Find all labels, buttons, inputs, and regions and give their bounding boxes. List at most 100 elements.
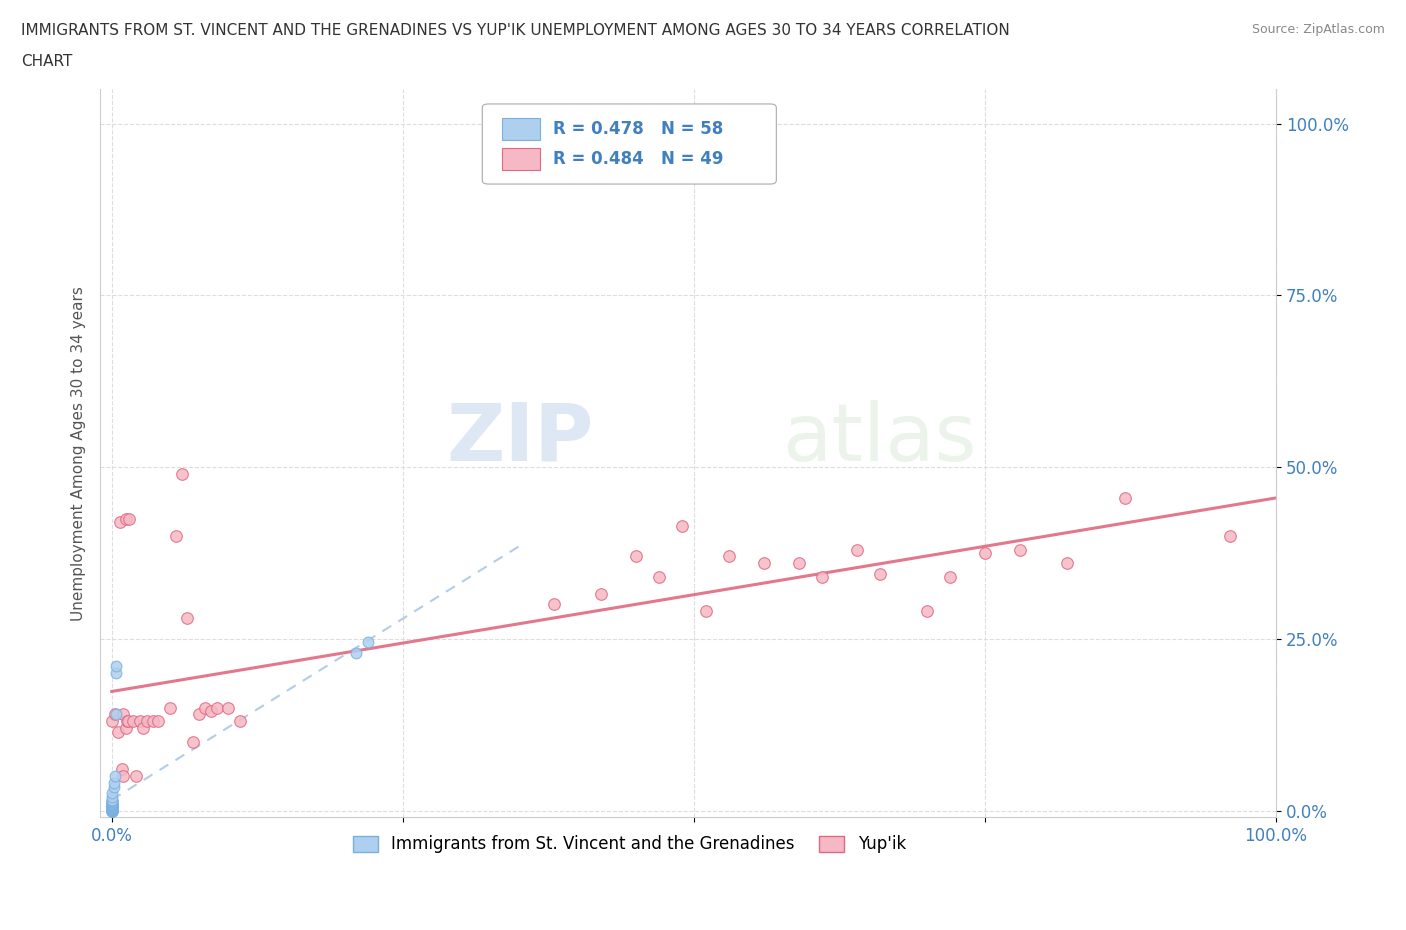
Point <box>100 792 122 807</box>
Point <box>132 721 155 736</box>
Point <box>811 569 834 584</box>
Point <box>115 714 138 729</box>
Point <box>112 769 135 784</box>
Point <box>118 512 141 526</box>
Point <box>100 801 122 816</box>
Point <box>589 587 612 602</box>
Point <box>104 707 127 722</box>
Y-axis label: Unemployment Among Ages 30 to 34 years: Unemployment Among Ages 30 to 34 years <box>72 286 86 621</box>
Point <box>100 790 122 804</box>
Point <box>108 514 131 529</box>
Point <box>100 792 122 807</box>
Point <box>100 804 122 818</box>
Point <box>100 786 122 801</box>
Point <box>100 795 122 810</box>
Point <box>695 604 717 618</box>
Point <box>974 546 997 561</box>
Point <box>229 714 252 729</box>
Point <box>100 804 122 818</box>
Point <box>357 635 380 650</box>
Point <box>104 769 127 784</box>
Point <box>100 804 122 818</box>
Point <box>100 795 122 810</box>
Point <box>787 556 810 571</box>
Point <box>1114 491 1136 506</box>
Point <box>112 707 135 722</box>
Point <box>752 556 775 571</box>
Point <box>100 802 122 817</box>
Point <box>103 776 125 790</box>
Point <box>100 796 122 811</box>
Text: Source: ZipAtlas.com: Source: ZipAtlas.com <box>1251 23 1385 36</box>
Point <box>100 804 122 818</box>
Point <box>125 769 148 784</box>
Point <box>100 804 122 818</box>
Point <box>100 714 122 729</box>
Point <box>100 801 122 816</box>
Point <box>100 796 122 811</box>
Text: R = 0.484   N = 49: R = 0.484 N = 49 <box>553 151 723 168</box>
Point <box>128 714 150 729</box>
Point <box>100 793 122 808</box>
Point <box>100 798 122 813</box>
Text: R = 0.478   N = 58: R = 0.478 N = 58 <box>553 120 723 138</box>
Point <box>205 700 228 715</box>
Point <box>100 803 122 817</box>
Point <box>543 597 565 612</box>
Point <box>100 803 122 817</box>
Point <box>194 700 217 715</box>
Text: atlas: atlas <box>782 400 977 478</box>
Point <box>869 566 891 581</box>
Point <box>671 518 693 533</box>
Point <box>176 611 198 626</box>
Point <box>845 542 868 557</box>
Point <box>100 804 122 818</box>
Text: IMMIGRANTS FROM ST. VINCENT AND THE GRENADINES VS YUP'IK UNEMPLOYMENT AMONG AGES: IMMIGRANTS FROM ST. VINCENT AND THE GREN… <box>21 23 1010 38</box>
Point <box>100 803 122 817</box>
Point <box>100 804 122 818</box>
Point <box>170 467 193 482</box>
Point <box>100 804 122 818</box>
Point <box>188 707 211 722</box>
Point <box>105 707 128 722</box>
Point <box>100 798 122 813</box>
Point <box>100 794 122 809</box>
FancyBboxPatch shape <box>502 118 540 140</box>
Point <box>915 604 938 618</box>
FancyBboxPatch shape <box>502 149 540 170</box>
FancyBboxPatch shape <box>482 104 776 184</box>
Point <box>114 721 136 736</box>
Point <box>159 700 181 715</box>
Point <box>717 549 740 564</box>
Point <box>105 658 128 673</box>
Point <box>100 804 122 818</box>
Point <box>100 798 122 813</box>
Point <box>121 714 143 729</box>
Point <box>100 803 122 817</box>
Point <box>1008 542 1031 557</box>
Point <box>111 762 134 777</box>
Point <box>100 801 122 816</box>
Point <box>100 802 122 817</box>
Point <box>100 804 122 818</box>
Point <box>1218 528 1240 543</box>
Point <box>107 724 129 739</box>
Point <box>100 804 122 818</box>
Point <box>100 800 122 815</box>
Point <box>1056 556 1078 571</box>
Point <box>103 779 125 794</box>
Point <box>100 800 122 815</box>
Point <box>100 804 122 818</box>
Point <box>939 569 962 584</box>
Point <box>100 804 122 818</box>
Text: ZIP: ZIP <box>447 400 595 478</box>
Point <box>217 700 239 715</box>
Point <box>135 714 157 729</box>
Point <box>344 645 367 660</box>
Point <box>100 803 122 817</box>
Legend: Immigrants from St. Vincent and the Grenadines, Yup'ik: Immigrants from St. Vincent and the Gren… <box>346 829 912 860</box>
Point <box>100 802 122 817</box>
Point <box>200 703 222 718</box>
Point <box>100 804 122 818</box>
Point <box>100 804 122 818</box>
